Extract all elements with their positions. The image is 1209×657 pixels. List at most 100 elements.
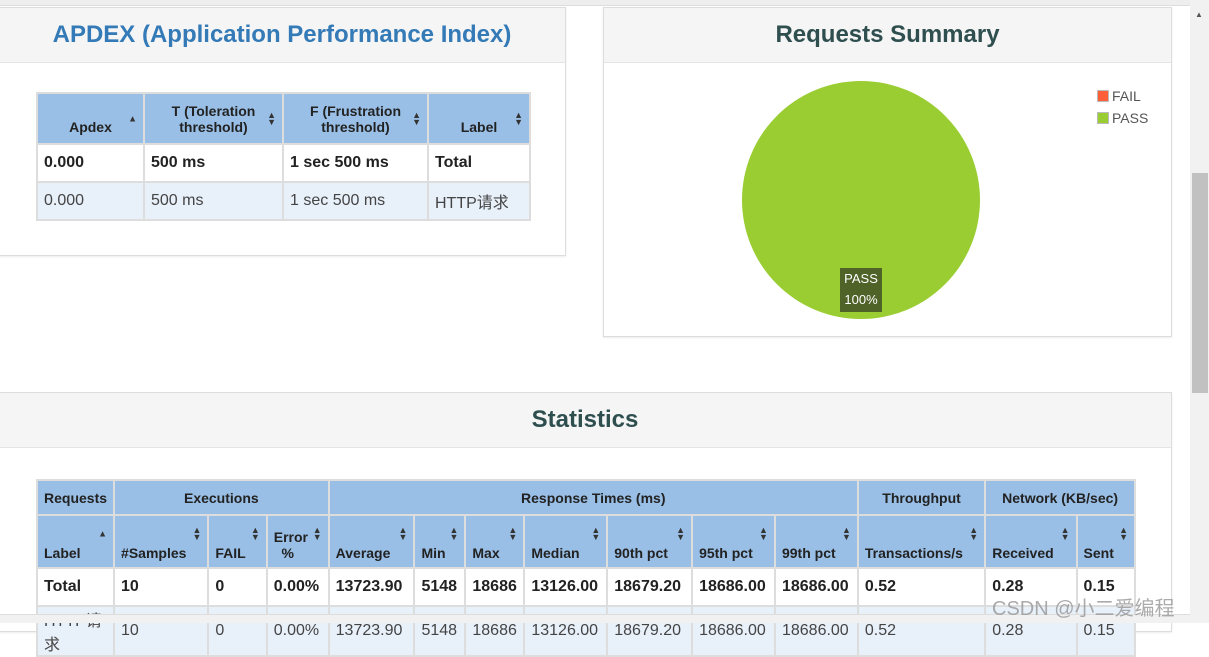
cell: 13126.00	[523, 567, 609, 607]
cell: 0.000	[36, 181, 145, 221]
header-label: FAIL	[215, 545, 246, 561]
apdex-panel: APDEX (Application Performance Index) Ap…	[0, 7, 566, 256]
cell: 0.00%	[265, 567, 330, 607]
legend-item-fail[interactable]: FAIL	[1097, 88, 1148, 104]
cell: HTTP请求	[427, 181, 531, 221]
cell: 1 sec 500 ms	[282, 143, 429, 183]
col-label[interactable]: Label ▲ ▼	[427, 92, 531, 145]
legend: FAIL PASS	[1097, 88, 1148, 132]
header-label: Average	[335, 545, 391, 561]
slice-label: PASS	[844, 271, 878, 286]
cell: Total	[427, 143, 531, 183]
col-frustration[interactable]: F (Frustration threshold) ▲ ▼	[282, 92, 429, 145]
group-requests: Requests	[35, 479, 116, 516]
vertical-scrollbar[interactable]: ▲	[1190, 0, 1209, 623]
fail-swatch	[1097, 90, 1109, 102]
sort-icon: ▲ ▼	[412, 109, 421, 127]
col-median[interactable]: Median ▲ ▼	[523, 514, 609, 569]
col-received[interactable]: Received ▲ ▼	[984, 514, 1078, 569]
sort-icon: ▲ ▼	[508, 525, 518, 542]
header-label: Min	[421, 545, 446, 561]
group-network: Network (KB/sec)	[984, 479, 1136, 516]
cell: 18686.00	[773, 567, 859, 607]
cell: 18686.00	[691, 567, 776, 607]
scroll-up-icon[interactable]: ▲	[1195, 10, 1203, 19]
col-error-[interactable]: Error % ▲ ▼	[265, 514, 330, 569]
sort-icon: ▲ ▼	[514, 109, 523, 127]
header-label: #Samples	[121, 545, 187, 561]
group-executions: Executions	[113, 479, 330, 516]
header-label: Median	[531, 545, 580, 561]
header-label: Label	[44, 545, 81, 561]
col-label[interactable]: Label ▲	[35, 514, 116, 569]
legend-label: PASS	[1112, 110, 1149, 126]
sort-icon: ▲ ▼	[969, 525, 979, 542]
horizontal-scrollbar[interactable]	[0, 614, 1190, 623]
header-label: Sent	[1083, 545, 1114, 561]
table-row: Total 10 0 0.00% 13723.90 5148 18686 13126.00 18…	[35, 567, 1137, 607]
sort-icon: ▲ ▼	[759, 525, 768, 542]
sort-icon: ▲ ▼	[1119, 525, 1128, 542]
statistics-title: Statistics	[0, 393, 1171, 448]
col-transactions-s[interactable]: Transactions/s ▲ ▼	[856, 514, 987, 569]
cell: 0.000	[36, 143, 145, 183]
requests-summary-title: Requests Summary	[604, 8, 1171, 63]
group-response-times: Response Times (ms)	[327, 479, 859, 516]
group-throughput: Throughput	[856, 479, 987, 516]
slice-label-box	[840, 268, 882, 312]
table-row: 0.000 500 ms 1 sec 500 ms Total	[36, 143, 531, 183]
apdex-table: Apdex ▲ T (Toleration threshold) ▲ ▼ F (Fru…	[36, 92, 531, 221]
cell: 5148	[413, 567, 467, 607]
legend-item-pass[interactable]: PASS	[1097, 110, 1148, 126]
cell: 13723.90	[327, 567, 416, 607]
cell: 500 ms	[143, 181, 284, 221]
sort-asc-icon: ▲	[128, 113, 137, 123]
col-fail[interactable]: FAIL ▲ ▼	[207, 514, 268, 569]
col-max[interactable]: Max ▲ ▼	[464, 514, 526, 569]
requests-summary-panel: Requests Summary PASS 100% FAIL PASS	[603, 7, 1172, 337]
pie-chart: PASS 100%	[742, 81, 980, 319]
table-row: 0.000 500 ms 1 sec 500 ms HTTP请求	[36, 181, 531, 221]
sort-icon: ▲ ▼	[398, 525, 408, 542]
header-label: Received	[992, 545, 1054, 561]
header-label: 95th pct	[699, 545, 753, 561]
sort-icon: ▲ ▼	[267, 109, 276, 127]
sort-icon: ▲ ▼	[192, 525, 202, 542]
sort-icon: ▲ ▼	[676, 525, 686, 542]
slice-pct: 100%	[844, 292, 878, 307]
sort-icon: ▲ ▼	[1060, 525, 1070, 542]
cell: 0.15	[1075, 567, 1137, 607]
col-toleration[interactable]: T (Toleration threshold) ▲ ▼	[143, 92, 284, 145]
col-90th-pct[interactable]: 90th pct ▲ ▼	[606, 514, 694, 569]
sort-icon: ▲ ▼	[591, 525, 601, 542]
top-border	[0, 0, 1190, 6]
cell: 500 ms	[143, 143, 284, 183]
pass-swatch	[1097, 112, 1109, 124]
col-average[interactable]: Average ▲ ▼	[327, 514, 416, 569]
header-label: Transactions/s	[864, 545, 963, 561]
cell: 0	[207, 567, 268, 607]
header-label: Error %	[273, 529, 308, 561]
col--samples[interactable]: #Samples ▲ ▼	[113, 514, 210, 569]
legend-label: FAIL	[1112, 88, 1141, 104]
sort-icon: ▲ ▼	[250, 525, 260, 542]
statistics-table: Requests Executions Response Times (ms) …	[35, 479, 1137, 657]
apdex-title: APDEX (Application Performance Index)	[0, 8, 565, 63]
sort-asc-icon: ▲	[98, 528, 108, 539]
cell: 10	[113, 567, 210, 607]
header-label: Max	[472, 545, 500, 561]
cell: 0.28	[984, 567, 1078, 607]
col-min[interactable]: Min ▲ ▼	[413, 514, 467, 569]
header-label: 99th pct	[781, 545, 836, 561]
pie-slice-pass[interactable]	[742, 81, 980, 319]
col-99th-pct[interactable]: 99th pct ▲ ▼	[773, 514, 859, 569]
scrollbar-thumb[interactable]	[1192, 173, 1208, 393]
sort-icon: ▲ ▼	[312, 525, 322, 542]
header-label: 90th pct	[614, 545, 668, 561]
col-sent[interactable]: Sent ▲ ▼	[1075, 514, 1137, 569]
sort-icon: ▲ ▼	[841, 525, 851, 542]
col-95th-pct[interactable]: 95th pct ▲ ▼	[691, 514, 776, 569]
col-apdex[interactable]: Apdex ▲	[36, 92, 145, 145]
cell: 0.52	[856, 567, 987, 607]
sort-icon: ▲ ▼	[449, 525, 459, 542]
